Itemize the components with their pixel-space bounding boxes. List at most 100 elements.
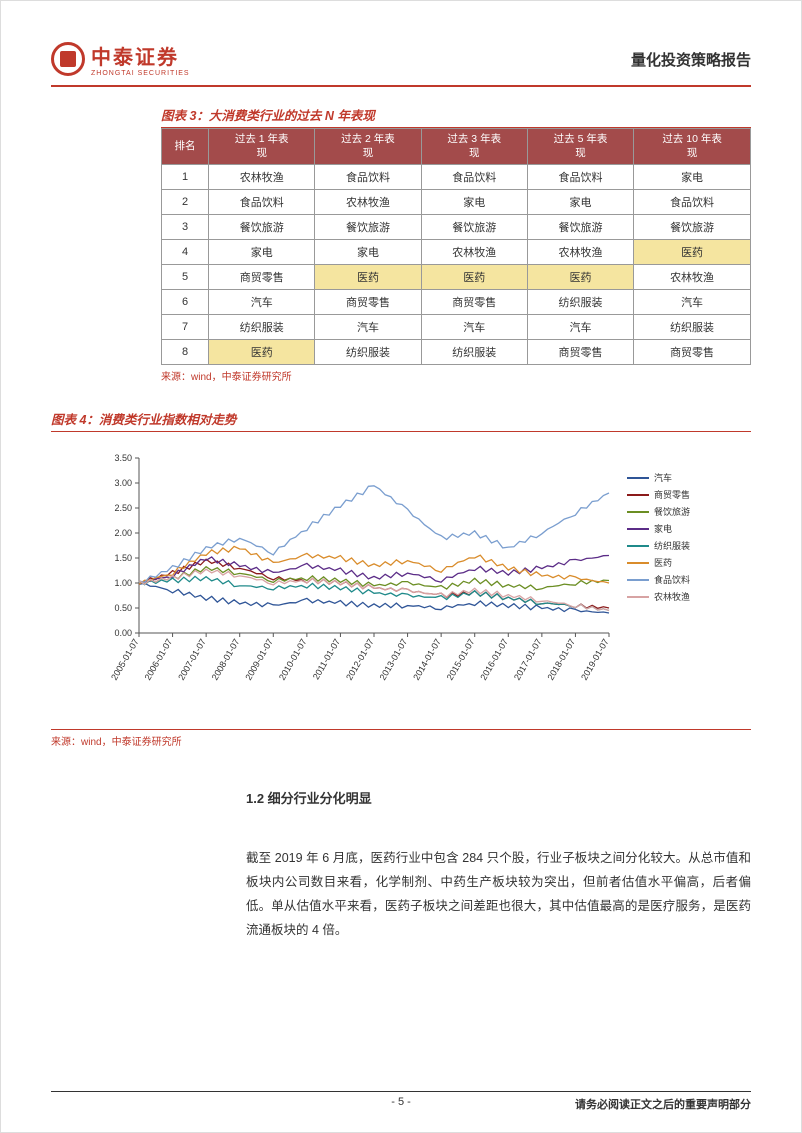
table3: 排名过去 1 年表现过去 2 年表现过去 3 年表现过去 5 年表现过去 10 …	[161, 128, 751, 365]
chart4-block: 图表 4：消费类行业指数相对走势 0.00 0.50 1.00 1.50 2.00 2.5…	[51, 409, 751, 748]
table3-cell: 家电	[421, 190, 527, 215]
svg-text:医药: 医药	[654, 558, 672, 568]
svg-text:2016-01-07: 2016-01-07	[478, 637, 510, 682]
table3-cell: 食品饮料	[315, 165, 421, 190]
table3-header-cell: 过去 5 年表现	[527, 129, 633, 165]
svg-text:2013-01-07: 2013-01-07	[378, 637, 410, 682]
svg-text:汽车: 汽车	[654, 472, 672, 483]
svg-text:2005-01-07: 2005-01-07	[109, 637, 141, 682]
table3-cell: 餐饮旅游	[527, 215, 633, 240]
table3-cell: 家电	[527, 190, 633, 215]
table3-cell: 2	[162, 190, 209, 215]
table3-caption: 图表 3：大消费类行业的过去 N 年表现	[161, 105, 751, 128]
table3-cell: 纺织服装	[209, 315, 315, 340]
table3-header-cell: 排名	[162, 129, 209, 165]
table3-header-cell: 过去 2 年表现	[315, 129, 421, 165]
svg-text:2.50: 2.50	[114, 503, 132, 513]
table3-cell: 5	[162, 265, 209, 290]
table3-cell: 食品饮料	[421, 165, 527, 190]
table3-cell: 汽车	[209, 290, 315, 315]
chart4-wrap: 0.00 0.50 1.00 1.50 2.00 2.50 3.00 3.50 2005-01-…	[51, 440, 751, 723]
table3-cell: 商贸零售	[634, 340, 751, 365]
table3-cell: 食品饮料	[634, 190, 751, 215]
table3-cell: 8	[162, 340, 209, 365]
table3-cell: 餐饮旅游	[634, 215, 751, 240]
table3-cell: 农林牧渔	[421, 240, 527, 265]
chart4-source: 来源：wind，中泰证券研究所	[51, 729, 751, 748]
svg-text:3.50: 3.50	[114, 453, 132, 463]
table3-cell: 农林牧渔	[527, 240, 633, 265]
svg-text:0.00: 0.00	[114, 628, 132, 638]
svg-text:2010-01-07: 2010-01-07	[277, 637, 309, 682]
svg-text:2011-01-07: 2011-01-07	[311, 637, 342, 681]
table3-cell: 商贸零售	[421, 290, 527, 315]
table3-cell: 家电	[315, 240, 421, 265]
table3-cell: 纺织服装	[527, 290, 633, 315]
svg-text:食品饮料: 食品饮料	[654, 574, 690, 585]
section-para: 截至 2019 年 6 月底，医药行业中包含 284 只个股，行业子板块之间分化…	[246, 847, 751, 942]
table3-cell: 纺织服装	[634, 315, 751, 340]
page-number: - 5 -	[51, 1096, 751, 1108]
table3-cell: 1	[162, 165, 209, 190]
chart4-caption: 图表 4：消费类行业指数相对走势	[51, 409, 751, 432]
table3-cell: 纺织服装	[421, 340, 527, 365]
svg-text:2014-01-07: 2014-01-07	[411, 637, 443, 682]
svg-text:2017-01-07: 2017-01-07	[512, 637, 544, 682]
table3-cell: 食品饮料	[527, 165, 633, 190]
table3-cell: 汽车	[527, 315, 633, 340]
table3-cell: 4	[162, 240, 209, 265]
svg-text:2006-01-07: 2006-01-07	[143, 637, 175, 682]
svg-text:2012-01-07: 2012-01-07	[344, 637, 376, 682]
chart4-svg: 0.00 0.50 1.00 1.50 2.00 2.50 3.00 3.50 2005-01-…	[99, 448, 739, 718]
table3-cell: 商贸零售	[209, 265, 315, 290]
table3-cell: 农林牧渔	[315, 190, 421, 215]
logo-text-cn: 中泰证券	[91, 41, 190, 70]
table3-cell: 3	[162, 215, 209, 240]
table3-cell: 食品饮料	[209, 190, 315, 215]
svg-text:商贸零售: 商贸零售	[654, 489, 690, 500]
svg-text:0.50: 0.50	[114, 603, 132, 613]
table3-header-cell: 过去 3 年表现	[421, 129, 527, 165]
table3-cell: 医药	[527, 265, 633, 290]
table3-cell: 农林牧渔	[634, 265, 751, 290]
table3-cell: 商贸零售	[315, 290, 421, 315]
table3-cell: 汽车	[634, 290, 751, 315]
svg-text:1.50: 1.50	[114, 553, 132, 563]
svg-text:2018-01-07: 2018-01-07	[545, 637, 577, 682]
section-title: 1.2 细分行业分化明显	[246, 788, 751, 807]
svg-text:2015-01-07: 2015-01-07	[445, 637, 477, 682]
table3-source: 来源：wind，中泰证券研究所	[161, 368, 751, 383]
table3-cell: 家电	[634, 165, 751, 190]
svg-text:2.00: 2.00	[114, 528, 132, 538]
table3-cell: 6	[162, 290, 209, 315]
logo-text-en: ZHONGTAI SECURITIES	[91, 70, 190, 77]
table3-cell: 餐饮旅游	[315, 215, 421, 240]
svg-text:纺织服装: 纺织服装	[654, 540, 690, 551]
table3-cell: 医药	[315, 265, 421, 290]
table3-cell: 医药	[421, 265, 527, 290]
svg-text:2007-01-07: 2007-01-07	[176, 637, 208, 682]
svg-text:3.00: 3.00	[114, 478, 132, 488]
table3-cell: 汽车	[421, 315, 527, 340]
svg-text:1.00: 1.00	[114, 578, 132, 588]
table3-cell: 医药	[209, 340, 315, 365]
table3-cell: 7	[162, 315, 209, 340]
svg-text:餐饮旅游: 餐饮旅游	[654, 506, 690, 517]
svg-text:2019-01-07: 2019-01-07	[579, 637, 611, 682]
svg-text:2009-01-07: 2009-01-07	[243, 637, 275, 682]
table3-header-cell: 过去 10 年表现	[634, 129, 751, 165]
table3-cell: 汽车	[315, 315, 421, 340]
table3-cell: 餐饮旅游	[421, 215, 527, 240]
table3-cell: 家电	[209, 240, 315, 265]
table3-cell: 纺织服装	[315, 340, 421, 365]
table3-header-cell: 过去 1 年表现	[209, 129, 315, 165]
page-footer: - 5 - 请务必阅读正文之后的重要声明部分	[51, 1091, 751, 1112]
table3-cell: 医药	[634, 240, 751, 265]
page-header: 中泰证券 ZHONGTAI SECURITIES 量化投资策略报告	[51, 41, 751, 87]
table3-cell: 餐饮旅游	[209, 215, 315, 240]
svg-text:家电: 家电	[654, 523, 672, 534]
logo: 中泰证券 ZHONGTAI SECURITIES	[51, 41, 190, 77]
table3-cell: 商贸零售	[527, 340, 633, 365]
svg-text:农林牧渔: 农林牧渔	[654, 591, 690, 602]
table3-cell: 农林牧渔	[209, 165, 315, 190]
